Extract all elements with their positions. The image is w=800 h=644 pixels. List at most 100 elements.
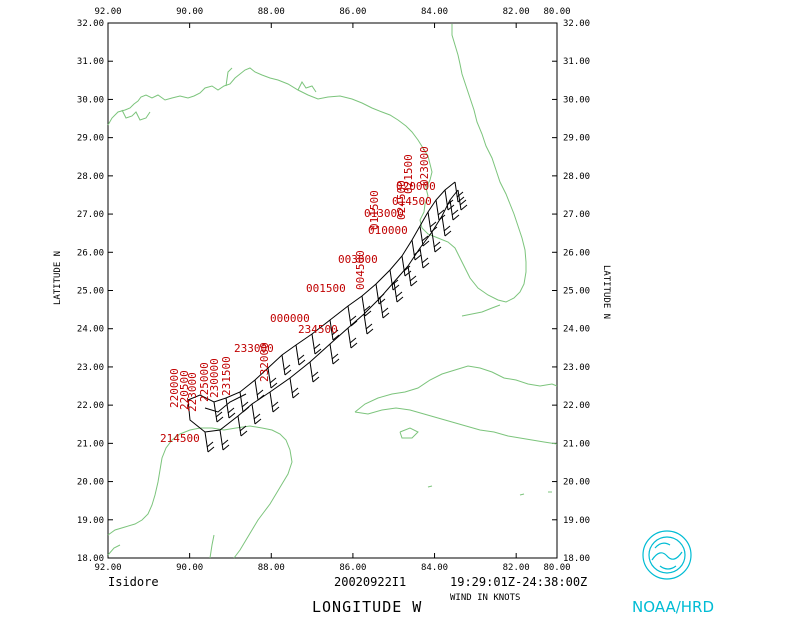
time-label: 021500 (402, 154, 415, 194)
wind-barb (254, 379, 265, 401)
time-label: 010000 (368, 224, 408, 237)
wind-barb (219, 429, 230, 451)
y-tick-label: 20.00 (77, 478, 104, 488)
latitude-label-left: LATITUDE N (53, 251, 63, 305)
wind-barb (449, 199, 460, 221)
y-tick-label: 25.00 (563, 287, 590, 297)
wind-barb (295, 344, 306, 366)
x-tick-label: 84.00 (421, 563, 448, 573)
wind-barb (289, 377, 300, 399)
y-tick-label: 26.00 (563, 248, 590, 258)
wind-barb (419, 247, 430, 269)
y-tick-label: 27.00 (77, 210, 104, 220)
wind-barb (454, 181, 465, 203)
y-tick-label: 21.00 (563, 439, 590, 449)
y-tick-label: 22.00 (77, 401, 104, 411)
x-ticks-bottom: 92.00 90.00 88.00 86.00 84.00 82.00 80.00 (94, 553, 571, 573)
y-tick-label: 29.00 (77, 134, 104, 144)
x-tick-label: 84.00 (421, 7, 448, 17)
y-tick-label: 20.00 (563, 478, 590, 488)
y-tick-label: 26.00 (77, 248, 104, 258)
time-label: 233000 (234, 342, 274, 355)
time-label: 013000 (364, 207, 404, 220)
wind-units: WIND IN KNOTS (450, 593, 520, 603)
agency-label: NOAA/HRD (632, 598, 714, 616)
flight-track (187, 181, 459, 433)
wind-barb (309, 361, 320, 383)
x-tick-label: 82.00 (503, 7, 530, 17)
wind-barb (269, 391, 280, 413)
time-label: 220000 (168, 368, 181, 408)
y-tick-label: 24.00 (77, 325, 104, 335)
longitude-label: LONGITUDE W (312, 598, 422, 616)
y-tick-label: 31.00 (77, 57, 104, 67)
x-tick-label: 90.00 (176, 7, 203, 17)
wind-barb (311, 333, 322, 355)
y-tick-label: 22.00 (563, 401, 590, 411)
x-tick-label: 92.00 (94, 7, 121, 17)
y-tick-label: 19.00 (77, 516, 104, 526)
wind-barb (213, 401, 224, 423)
wind-barb (237, 415, 248, 437)
wind-barb (401, 255, 412, 277)
time-range: 19:29:01Z-24:38:00Z (450, 575, 587, 589)
time-label: 024500 (395, 180, 408, 220)
time-label: 232000 (258, 342, 271, 382)
wind-barb (375, 283, 386, 305)
y-tick-label: 25.00 (77, 287, 104, 297)
wind-barb (267, 367, 278, 389)
wind-barb (329, 343, 340, 365)
wind-barb (239, 391, 250, 413)
y-tick-label: 18.00 (563, 554, 590, 564)
wind-barb (347, 327, 358, 349)
y-tick-label: 28.00 (563, 172, 590, 182)
y-tick-label: 30.00 (77, 95, 104, 105)
time-label: 001500 (306, 282, 346, 295)
x-tick-label: 90.00 (176, 563, 203, 573)
y-ticks-left: 32.00 31.00 30.00 29.00 28.00 27.00 26.00 25.00… (77, 19, 113, 564)
wind-barb (393, 281, 404, 303)
wind-barb (363, 313, 374, 335)
wind-barb (389, 269, 400, 291)
y-tick-label: 23.00 (563, 363, 590, 373)
y-tick-label: 32.00 (77, 19, 104, 29)
wind-barb (411, 239, 422, 261)
y-tick-label: 31.00 (563, 57, 590, 67)
y-tick-label: 28.00 (77, 172, 104, 182)
x-ticks-top: 92.00 90.00 88.00 86.00 84.00 82.00 80.00 (94, 7, 571, 28)
time-label: 220500 (178, 370, 191, 410)
wind-barb (347, 305, 358, 327)
time-label: 225000 (198, 362, 211, 402)
wind-barb (204, 431, 215, 453)
wind-barb (457, 189, 468, 211)
y-tick-label: 19.00 (563, 516, 590, 526)
x-tick-label: 86.00 (339, 563, 366, 573)
time-label: 020000 (396, 180, 436, 193)
time-label: 003000 (338, 253, 378, 266)
time-label: 000000 (270, 312, 310, 325)
y-tick-label: 18.00 (77, 554, 104, 564)
y-tick-label: 23.00 (77, 363, 104, 373)
y-tick-label: 32.00 (563, 19, 590, 29)
x-tick-label: 80.00 (543, 7, 570, 17)
wind-barb (435, 199, 446, 221)
wind-barb (225, 397, 236, 419)
time-label: 230000 (208, 358, 221, 398)
noaa-logo-icon (642, 530, 692, 580)
x-tick-label: 88.00 (258, 563, 285, 573)
latitude-label-right: LATITUDE N (601, 265, 611, 319)
x-tick-label: 80.00 (543, 563, 570, 573)
wind-barb (431, 231, 442, 253)
y-tick-label: 29.00 (563, 134, 590, 144)
wind-barb (251, 403, 262, 425)
wind-barb (361, 295, 372, 317)
flight-id: 20020922I1 (334, 575, 406, 589)
x-tick-label: 86.00 (339, 7, 366, 17)
y-tick-label: 24.00 (563, 325, 590, 335)
wind-barb (419, 225, 430, 247)
storm-name: Isidore (108, 575, 159, 589)
wind-barb (427, 211, 438, 233)
wind-barb (379, 297, 390, 319)
